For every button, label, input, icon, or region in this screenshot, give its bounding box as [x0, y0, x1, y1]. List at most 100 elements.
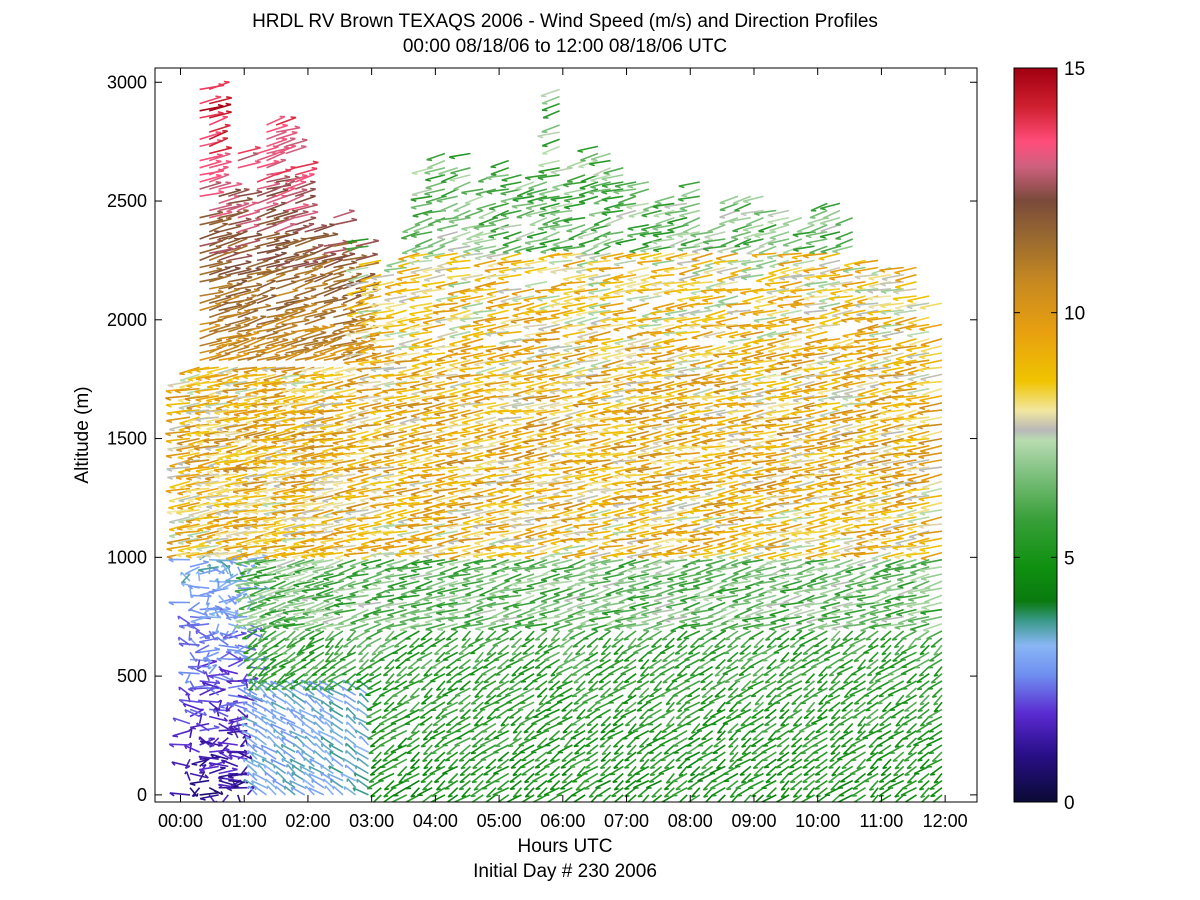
wind-barb	[275, 144, 297, 155]
wind-barb	[208, 152, 231, 162]
wind-barb	[244, 395, 267, 403]
wind-barb	[219, 744, 229, 755]
wind-barb	[243, 651, 258, 662]
wind-barb	[280, 402, 305, 408]
wind-barb	[270, 723, 286, 732]
wind-barb	[266, 188, 289, 198]
wind-barb	[246, 764, 258, 775]
wind-barb	[242, 544, 267, 551]
wind-barb	[195, 373, 219, 382]
wind-barb	[227, 651, 242, 661]
wind-barb	[281, 736, 296, 746]
wind-barb	[284, 630, 296, 642]
wind-barb	[228, 260, 252, 269]
wind-barb	[294, 180, 316, 190]
wind-barb	[253, 430, 277, 439]
wind-barb	[168, 558, 191, 563]
wind-barb	[227, 566, 234, 577]
wind-barb	[223, 402, 248, 409]
wind-barb	[303, 757, 315, 768]
chart-subtitle: 00:00 08/18/06 to 12:00 08/18/06 UTC	[403, 36, 727, 57]
wind-barb	[214, 623, 220, 635]
wind-barb	[175, 473, 200, 481]
wind-barb	[221, 759, 239, 768]
wind-barb	[275, 323, 298, 333]
wind-barb	[250, 751, 267, 760]
wind-barb	[289, 758, 306, 768]
wind-barb	[198, 755, 219, 761]
wind-barb	[251, 523, 277, 530]
wind-barb	[225, 615, 248, 621]
wind-barb	[208, 786, 224, 796]
wind-barb	[294, 173, 315, 183]
wind-barb	[295, 210, 319, 219]
wind-barb	[266, 251, 287, 262]
wind-barb	[250, 779, 267, 789]
wind-barb	[184, 466, 210, 473]
wind-barb	[243, 473, 267, 480]
wind-barb	[199, 260, 223, 269]
wind-barb	[183, 744, 200, 753]
wind-barb	[199, 159, 222, 169]
wind-barb	[281, 373, 305, 380]
wind-barb	[304, 244, 324, 255]
wind-barb	[179, 380, 200, 390]
wind-barb	[245, 416, 267, 425]
wind-barb	[256, 344, 277, 354]
wind-barb	[224, 480, 248, 488]
wind-barb	[253, 444, 277, 453]
wind-barb	[261, 473, 286, 480]
wind-barb	[262, 630, 277, 641]
wind-barb	[195, 416, 219, 423]
wind-barb	[205, 402, 229, 409]
wind-barb	[272, 551, 296, 559]
wind-barb	[209, 110, 232, 119]
wind-barb	[250, 758, 267, 768]
wind-barb	[280, 743, 296, 753]
wind-barb	[262, 623, 286, 630]
wind-barb	[303, 685, 315, 696]
wind-barb	[283, 395, 305, 404]
wind-barb	[212, 709, 229, 718]
wind-barb	[228, 337, 250, 347]
wind-barb	[244, 516, 267, 524]
wind-barb	[237, 145, 261, 155]
wind-barb	[207, 487, 229, 496]
wind-barb	[275, 209, 299, 219]
wind-barb	[208, 165, 229, 176]
wind-barb	[251, 423, 277, 430]
wind-barb	[233, 380, 258, 388]
wind-barb	[298, 708, 315, 718]
wind-barb	[185, 430, 210, 437]
wind-barb	[172, 717, 191, 725]
wind-barb	[165, 430, 191, 437]
wind-barb	[292, 673, 306, 684]
wind-barb	[209, 282, 233, 290]
wind-barb	[282, 623, 305, 630]
wind-barb	[237, 245, 261, 255]
wind-barb	[243, 566, 267, 573]
wind-barb	[294, 273, 317, 283]
wind-barb	[218, 224, 242, 233]
wind-barb	[256, 353, 281, 361]
wind-barb	[243, 686, 258, 696]
wind-barb	[277, 580, 296, 590]
wind-barb	[218, 266, 241, 276]
wind-barb	[194, 366, 219, 373]
wind-barb	[302, 778, 315, 789]
wind-barb	[272, 473, 296, 481]
wind-barb	[256, 260, 280, 269]
wind-barb	[295, 160, 319, 169]
wind-barb	[254, 373, 277, 382]
wind-barb	[169, 423, 191, 432]
wind-barb	[177, 615, 191, 625]
wind-barb	[237, 337, 257, 347]
wind-barb	[281, 673, 296, 683]
wind-barb	[244, 558, 267, 566]
wind-barb	[239, 765, 249, 776]
wind-barb	[199, 289, 224, 297]
wind-barb	[223, 423, 248, 431]
wind-barb	[238, 601, 258, 611]
wind-barb	[223, 544, 248, 552]
